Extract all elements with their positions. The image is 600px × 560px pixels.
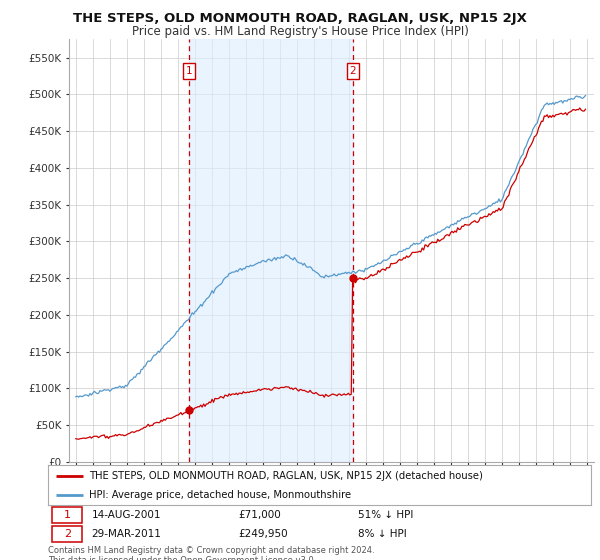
Text: Contains HM Land Registry data © Crown copyright and database right 2024.
This d: Contains HM Land Registry data © Crown c… [48,546,374,560]
Bar [52,507,82,524]
Bar [52,526,82,542]
Text: HPI: Average price, detached house, Monmouthshire: HPI: Average price, detached house, Monm… [89,490,351,500]
Text: 1: 1 [64,510,71,520]
Text: 1: 1 [185,66,192,76]
Text: 2: 2 [64,529,71,539]
Text: £249,950: £249,950 [238,529,287,539]
Text: £71,000: £71,000 [238,510,281,520]
Text: 29-MAR-2011: 29-MAR-2011 [91,529,161,539]
Text: 51% ↓ HPI: 51% ↓ HPI [358,510,413,520]
Text: 8% ↓ HPI: 8% ↓ HPI [358,529,406,539]
Text: THE STEPS, OLD MONMOUTH ROAD, RAGLAN, USK, NP15 2JX (detached house): THE STEPS, OLD MONMOUTH ROAD, RAGLAN, US… [89,471,482,481]
Text: Price paid vs. HM Land Registry's House Price Index (HPI): Price paid vs. HM Land Registry's House … [131,25,469,38]
Bar [188,39,353,462]
Text: THE STEPS, OLD MONMOUTH ROAD, RAGLAN, USK, NP15 2JX: THE STEPS, OLD MONMOUTH ROAD, RAGLAN, US… [73,12,527,25]
Text: 14-AUG-2001: 14-AUG-2001 [91,510,161,520]
Text: 2: 2 [349,66,356,76]
